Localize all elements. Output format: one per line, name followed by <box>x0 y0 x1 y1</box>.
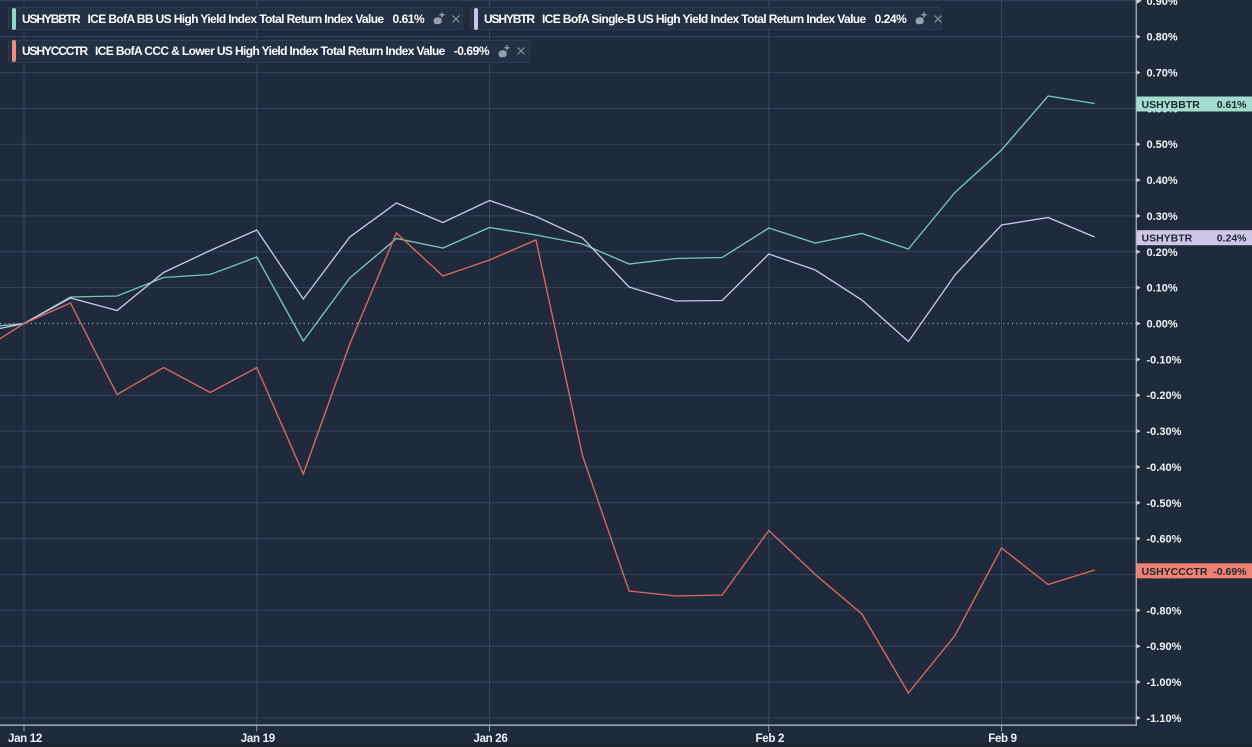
svg-text:0.50%: 0.50% <box>1147 139 1178 151</box>
svg-text:USHYCCCTR: USHYCCCTR <box>1142 566 1208 578</box>
svg-text:0.24%: 0.24% <box>1217 233 1247 245</box>
svg-text:0.20%: 0.20% <box>1147 247 1178 259</box>
svg-text:Jan 26: Jan 26 <box>473 733 507 745</box>
svg-text:-0.10%: -0.10% <box>1147 354 1182 366</box>
svg-text:0.90%: 0.90% <box>1147 0 1178 8</box>
svg-text:-0.20%: -0.20% <box>1147 390 1182 402</box>
svg-text:-0.40%: -0.40% <box>1147 462 1182 474</box>
svg-text:0.80%: 0.80% <box>1147 32 1178 44</box>
svg-text:USHYBBTR: USHYBBTR <box>1142 99 1201 111</box>
svg-text:-0.80%: -0.80% <box>1147 605 1182 617</box>
svg-text:0.10%: 0.10% <box>1147 283 1178 295</box>
svg-text:-0.69%: -0.69% <box>1213 566 1247 578</box>
svg-text:USHYBTR: USHYBTR <box>1142 233 1193 245</box>
svg-text:0.61%: 0.61% <box>1217 99 1247 111</box>
svg-text:Jan 12: Jan 12 <box>8 733 42 745</box>
svg-text:-0.30%: -0.30% <box>1147 426 1182 438</box>
svg-text:Jan 19: Jan 19 <box>241 733 275 745</box>
svg-text:0.40%: 0.40% <box>1147 175 1178 187</box>
svg-text:0.70%: 0.70% <box>1147 68 1178 80</box>
svg-text:0.00%: 0.00% <box>1147 319 1178 331</box>
svg-text:Feb 2: Feb 2 <box>756 733 785 745</box>
svg-text:0.30%: 0.30% <box>1147 211 1178 223</box>
svg-text:-0.90%: -0.90% <box>1147 641 1182 653</box>
svg-text:Feb 9: Feb 9 <box>988 733 1017 745</box>
svg-text:-1.10%: -1.10% <box>1147 713 1182 725</box>
svg-text:-0.50%: -0.50% <box>1147 498 1182 510</box>
svg-text:-0.60%: -0.60% <box>1147 534 1182 546</box>
svg-text:-1.00%: -1.00% <box>1147 677 1182 689</box>
